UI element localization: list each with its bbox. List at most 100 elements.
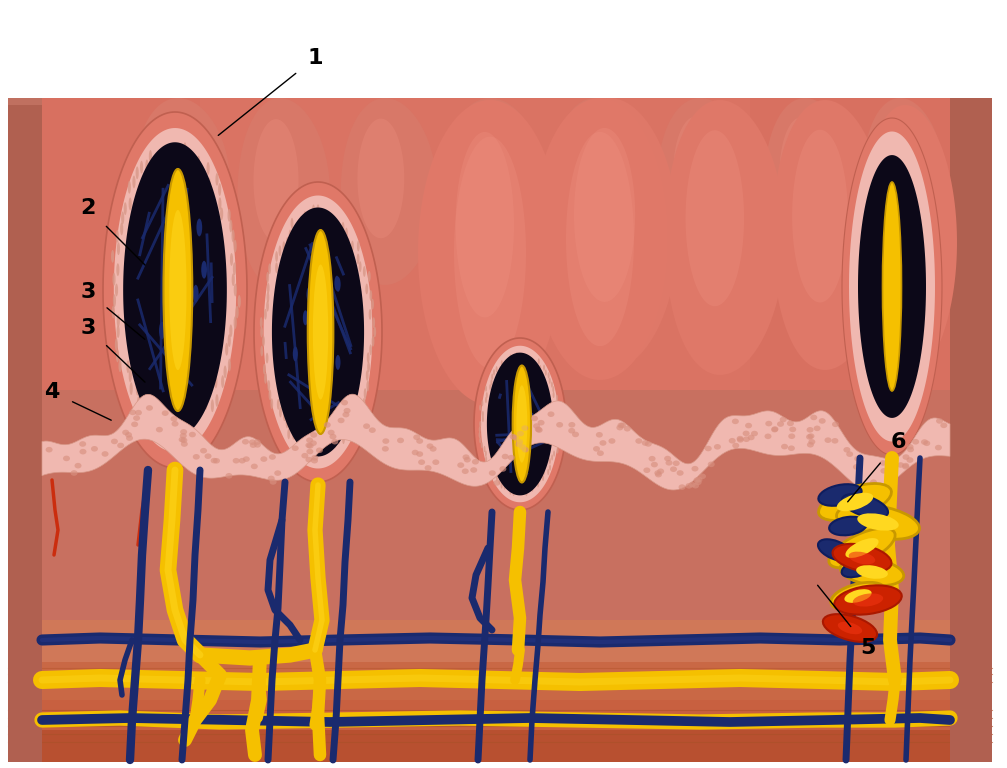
- Ellipse shape: [296, 222, 299, 233]
- Ellipse shape: [342, 433, 344, 444]
- Polygon shape: [8, 570, 992, 620]
- Ellipse shape: [552, 386, 554, 392]
- Ellipse shape: [325, 297, 330, 312]
- Ellipse shape: [102, 451, 109, 457]
- Ellipse shape: [686, 483, 693, 488]
- Text: 2: 2: [81, 198, 145, 265]
- Ellipse shape: [521, 448, 525, 456]
- Ellipse shape: [275, 263, 278, 273]
- Ellipse shape: [854, 456, 861, 462]
- Ellipse shape: [831, 582, 885, 610]
- Ellipse shape: [599, 440, 606, 445]
- Polygon shape: [764, 98, 853, 272]
- Ellipse shape: [906, 457, 913, 463]
- Ellipse shape: [515, 433, 518, 442]
- Ellipse shape: [316, 204, 319, 215]
- Polygon shape: [486, 353, 553, 495]
- Ellipse shape: [210, 399, 213, 412]
- Ellipse shape: [115, 338, 118, 351]
- Ellipse shape: [528, 357, 530, 363]
- Ellipse shape: [286, 237, 289, 248]
- Ellipse shape: [173, 423, 176, 436]
- Ellipse shape: [171, 421, 178, 426]
- Ellipse shape: [491, 373, 493, 380]
- Ellipse shape: [597, 450, 604, 456]
- Ellipse shape: [131, 422, 138, 427]
- Polygon shape: [461, 117, 510, 227]
- Ellipse shape: [374, 326, 377, 337]
- Ellipse shape: [228, 359, 231, 372]
- Ellipse shape: [308, 214, 311, 225]
- Ellipse shape: [122, 429, 129, 435]
- Ellipse shape: [489, 384, 491, 390]
- Polygon shape: [8, 98, 42, 762]
- Ellipse shape: [160, 154, 163, 167]
- Ellipse shape: [234, 240, 237, 253]
- Ellipse shape: [520, 445, 527, 450]
- Ellipse shape: [807, 427, 814, 432]
- Ellipse shape: [264, 309, 267, 319]
- Ellipse shape: [551, 455, 553, 461]
- Polygon shape: [552, 98, 678, 370]
- Ellipse shape: [543, 365, 545, 371]
- Ellipse shape: [266, 353, 269, 363]
- Ellipse shape: [556, 422, 563, 428]
- Ellipse shape: [834, 585, 901, 614]
- Ellipse shape: [268, 475, 275, 482]
- Ellipse shape: [320, 437, 323, 448]
- Ellipse shape: [781, 444, 788, 449]
- Ellipse shape: [368, 362, 370, 372]
- Polygon shape: [861, 105, 957, 380]
- Ellipse shape: [329, 434, 336, 439]
- Ellipse shape: [262, 336, 265, 346]
- Ellipse shape: [367, 381, 370, 392]
- Ellipse shape: [844, 447, 850, 452]
- Ellipse shape: [45, 447, 52, 452]
- Ellipse shape: [555, 406, 557, 412]
- Ellipse shape: [308, 230, 333, 434]
- Ellipse shape: [333, 437, 336, 448]
- Ellipse shape: [304, 439, 307, 450]
- Ellipse shape: [219, 183, 222, 196]
- Ellipse shape: [635, 439, 642, 444]
- Ellipse shape: [184, 352, 190, 369]
- Ellipse shape: [117, 442, 124, 449]
- Ellipse shape: [568, 422, 575, 428]
- Ellipse shape: [555, 441, 557, 447]
- Polygon shape: [686, 131, 744, 306]
- Ellipse shape: [232, 230, 235, 242]
- Ellipse shape: [363, 398, 366, 409]
- Ellipse shape: [366, 283, 369, 294]
- Ellipse shape: [902, 454, 909, 460]
- Ellipse shape: [751, 431, 758, 436]
- Ellipse shape: [651, 462, 658, 468]
- Ellipse shape: [539, 365, 541, 371]
- Ellipse shape: [358, 261, 362, 272]
- Ellipse shape: [902, 464, 909, 469]
- Ellipse shape: [307, 443, 313, 449]
- Ellipse shape: [522, 402, 525, 411]
- Polygon shape: [134, 98, 230, 270]
- Ellipse shape: [771, 427, 778, 432]
- Ellipse shape: [201, 261, 207, 279]
- Ellipse shape: [180, 438, 187, 443]
- Ellipse shape: [349, 423, 352, 434]
- Ellipse shape: [508, 455, 515, 460]
- Ellipse shape: [416, 439, 423, 444]
- Ellipse shape: [116, 349, 119, 362]
- Ellipse shape: [147, 402, 150, 415]
- Ellipse shape: [180, 249, 186, 266]
- Ellipse shape: [536, 427, 543, 433]
- Ellipse shape: [369, 309, 372, 319]
- Ellipse shape: [623, 426, 630, 432]
- Ellipse shape: [487, 466, 489, 472]
- Ellipse shape: [141, 401, 145, 414]
- Ellipse shape: [788, 433, 796, 439]
- Ellipse shape: [516, 484, 518, 491]
- Ellipse shape: [608, 439, 615, 444]
- Ellipse shape: [137, 396, 140, 409]
- Ellipse shape: [557, 448, 559, 454]
- Ellipse shape: [226, 343, 229, 356]
- Ellipse shape: [269, 389, 271, 400]
- Ellipse shape: [325, 212, 328, 223]
